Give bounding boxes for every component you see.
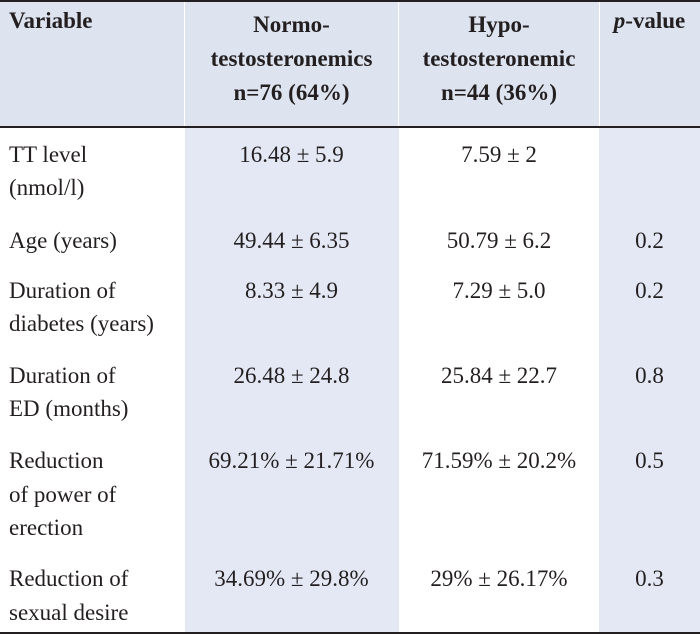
- header-divider: [184, 2, 185, 126]
- row-label: of power of: [9, 482, 117, 507]
- header-background: [0, 2, 700, 126]
- header-normo-line1: Normo-: [253, 12, 330, 37]
- header-pvalue: p-value: [599, 4, 700, 38]
- header-pvalue-rest: -value: [625, 8, 686, 33]
- cell-pvalue: 0.8: [635, 363, 664, 388]
- header-hypo-line3: n=44 (36%): [441, 80, 557, 105]
- header-normo-line2: testosteronemics: [210, 46, 373, 71]
- row-label: diabetes (years): [9, 311, 154, 336]
- row-label: Age (years): [9, 228, 117, 253]
- row-label: Duration of: [9, 278, 116, 303]
- header-hypo-line2: testosteronemic: [422, 46, 576, 71]
- cell-normo: 8.33 ± 4.9: [244, 278, 339, 303]
- row-label: ED (months): [9, 396, 129, 421]
- cell-pvalue: 0.3: [635, 566, 664, 591]
- row-label: TT level: [9, 142, 88, 167]
- column-band-divider: [398, 2, 399, 632]
- cell-normo: 49.44 ± 6.35: [233, 228, 350, 253]
- row-label: Reduction: [9, 448, 104, 473]
- header-normo-line3: n=76 (64%): [233, 80, 350, 105]
- cell-hypo: 71.59% ± 20.2%: [421, 448, 577, 473]
- cell-pvalue: 0.2: [635, 278, 664, 303]
- header-pvalue-italic: p: [613, 8, 626, 33]
- cell-hypo: 7.59 ± 2: [461, 142, 537, 167]
- cell-hypo: 50.79 ± 6.2: [446, 228, 552, 253]
- cell-normo: 16.48 ± 5.9: [239, 142, 344, 167]
- row-label: Duration of: [9, 363, 116, 388]
- cell-hypo: 7.29 ± 5.0: [452, 278, 546, 303]
- header-divider: [599, 2, 600, 126]
- row-label: Reduction of: [9, 566, 129, 591]
- cell-pvalue: 0.2: [635, 228, 664, 253]
- cell-normo: 26.48 ± 24.8: [233, 363, 350, 388]
- cell-pvalue: 0.5: [635, 448, 664, 473]
- header-rule: [0, 126, 700, 128]
- row-label: sexual desire: [9, 600, 129, 625]
- cell-normo: 69.21% ± 21.71%: [208, 448, 375, 473]
- cell-hypo: 29% ± 26.17%: [430, 566, 568, 591]
- header-variable: Variable: [9, 8, 93, 33]
- cell-normo: 34.69% ± 29.8%: [214, 566, 369, 591]
- header-hypo-line1: Hypo-: [468, 12, 530, 37]
- cell-hypo: 25.84 ± 22.7: [440, 363, 558, 388]
- row-label: erection: [9, 515, 84, 540]
- header-divider: [398, 2, 399, 126]
- row-label: (nmol/l): [9, 175, 85, 200]
